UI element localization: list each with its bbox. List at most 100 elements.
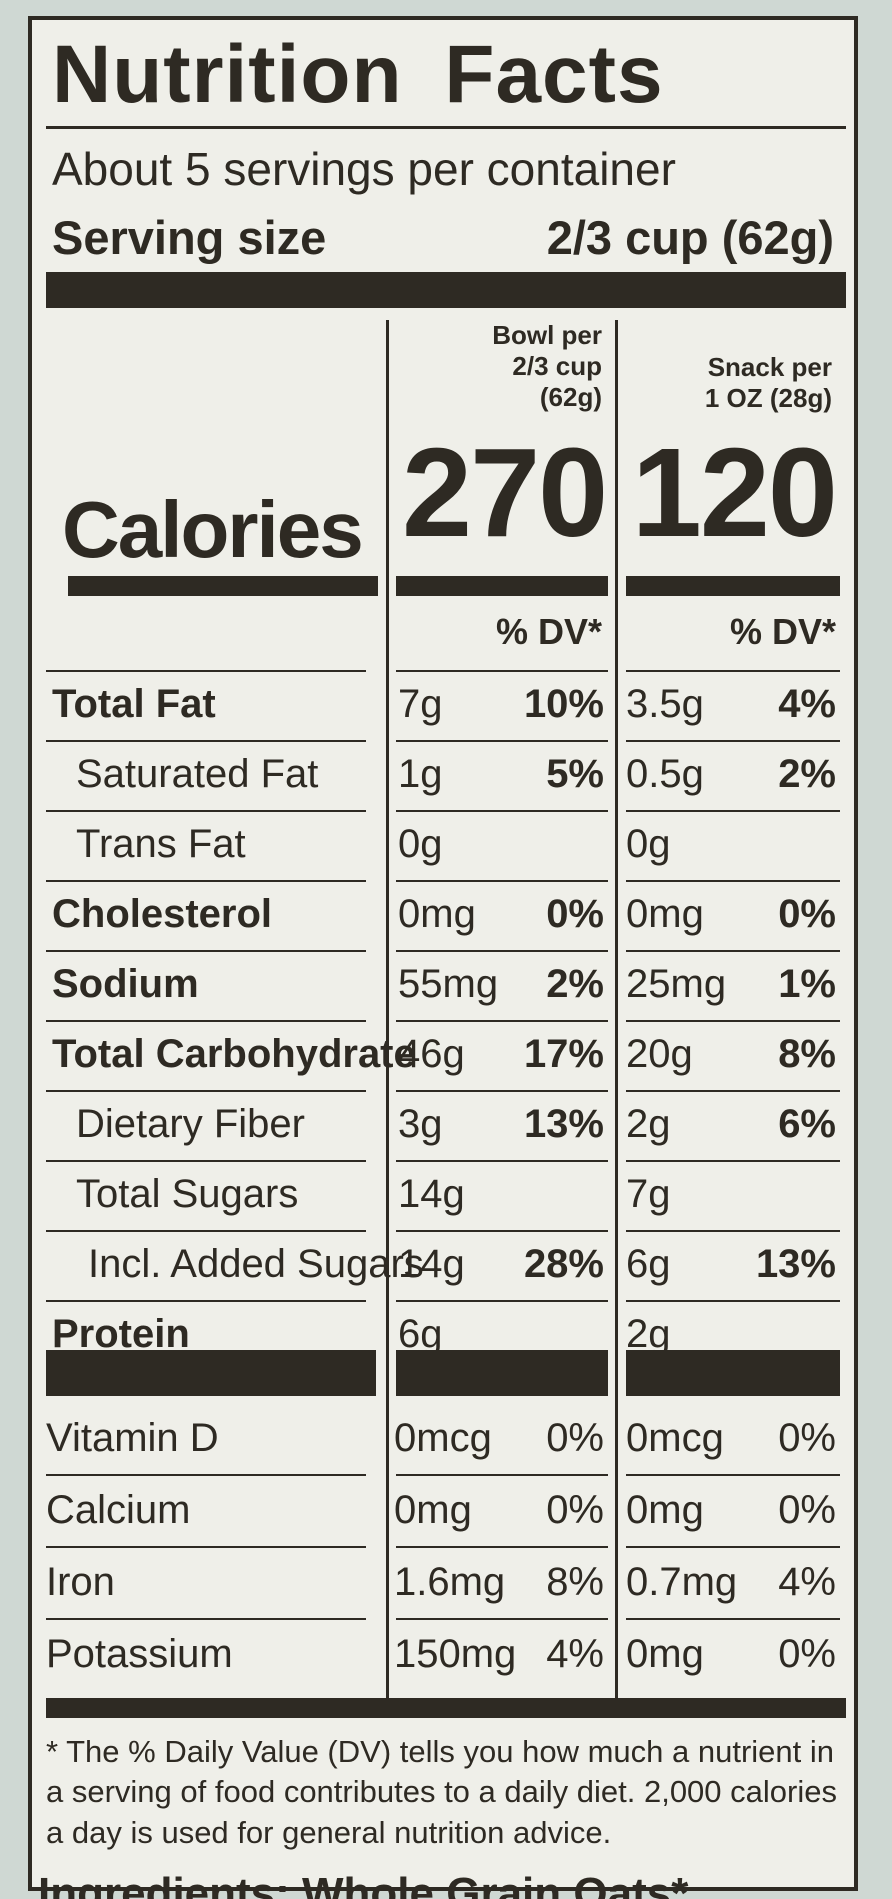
vit-rule-col1 xyxy=(396,1474,608,1476)
col1-amount: 14g xyxy=(398,1242,465,1286)
row-rule-col1 xyxy=(396,740,608,742)
footnote-rule xyxy=(46,1698,846,1718)
row-rule-col1 xyxy=(396,1090,608,1092)
ingredients-peek: Ingredients: Whole Grain Oats* xyxy=(38,1870,689,1899)
col1-percent: 13% xyxy=(523,1102,604,1146)
col1-percent: 0% xyxy=(546,892,604,936)
vitamin-name: Vitamin D xyxy=(46,1416,219,1460)
col1-amount: 0mg xyxy=(398,892,476,936)
col1-percent: 8% xyxy=(546,1560,604,1604)
col1-amount: 0mg xyxy=(394,1488,472,1532)
vit-rule-col1 xyxy=(396,1618,608,1620)
col2-percent: 13% xyxy=(755,1242,836,1286)
vit-rule-name xyxy=(46,1546,366,1548)
col1-head-line2: 2/3 cup xyxy=(512,351,602,382)
col1-amount: 1g xyxy=(398,752,443,796)
col1-percent: 5% xyxy=(546,752,604,796)
nutrient-name: Protein xyxy=(52,1312,190,1356)
col2-dv-header: % DV* xyxy=(729,611,836,652)
title-rule xyxy=(46,126,846,129)
col1-amount: 3g xyxy=(398,1102,443,1146)
vitamin-band-col1 xyxy=(396,1350,608,1396)
col2-percent: 4% xyxy=(778,682,836,726)
row-rule-name xyxy=(46,1160,366,1162)
calories-label: Calories xyxy=(62,485,364,574)
col1-percent: 10% xyxy=(523,682,604,726)
row-rule-col1 xyxy=(396,880,608,882)
nutrition-label: Nutrition Facts About 5 servings per con… xyxy=(28,16,858,1891)
column-divider-1 xyxy=(386,320,389,1700)
vit-rule-col2 xyxy=(626,1546,840,1548)
row-rule-name xyxy=(46,950,366,952)
col2-amount: 0mcg xyxy=(626,1416,724,1460)
col2-amount: 3.5g xyxy=(626,682,704,726)
col2-amount: 0.5g xyxy=(626,752,704,796)
col2-header: Snack per 1 OZ (28g) xyxy=(632,352,832,414)
col2-amount: 7g xyxy=(626,1172,671,1216)
serving-size-label: Serving size xyxy=(52,211,327,264)
row-rule-col2 xyxy=(626,1090,840,1092)
row-rule-name xyxy=(46,1230,366,1232)
row-rule-col2 xyxy=(626,1160,840,1162)
footnote: * The % Daily Value (DV) tells you how m… xyxy=(46,1734,837,1850)
col1-amount: 150mg xyxy=(394,1632,517,1676)
row-rule-col1 xyxy=(396,950,608,952)
nutrient-name: Trans Fat xyxy=(76,822,246,866)
col2-calories: 120 xyxy=(631,422,838,563)
vit-rule-col2 xyxy=(626,1474,840,1476)
col2-amount: 0g xyxy=(626,822,671,866)
row-rule-col1 xyxy=(396,1300,608,1302)
col1-amount: 0mcg xyxy=(394,1416,492,1460)
col2-percent: 1% xyxy=(778,962,836,1006)
nutrient-name: Total Fat xyxy=(52,682,216,726)
col2-percent: 0% xyxy=(778,1632,836,1676)
row-rule-col2 xyxy=(626,880,840,882)
col1-amount: 14g xyxy=(398,1172,465,1216)
col1-percent: 28% xyxy=(523,1242,604,1286)
row-rule-name xyxy=(46,880,366,882)
row-rule-col2 xyxy=(626,1230,840,1232)
col2-head-line2: Snack per xyxy=(707,352,832,382)
vit-rule-name xyxy=(46,1474,366,1476)
row-rule-name xyxy=(46,1300,366,1302)
col2-percent: 0% xyxy=(778,1416,836,1460)
col2-percent: 2% xyxy=(778,752,836,796)
col2-percent: 8% xyxy=(778,1032,836,1076)
col1-amount: 46g xyxy=(398,1032,465,1076)
col1-amount: 55mg xyxy=(398,962,499,1006)
vitamin-name: Calcium xyxy=(46,1488,191,1532)
servings-per-container: About 5 servings per container xyxy=(52,143,676,195)
col2-percent: 4% xyxy=(778,1560,836,1604)
row-rule-col2 xyxy=(626,740,840,742)
ingredients-strip: Ingredients: Whole Grain Oats* xyxy=(28,1870,858,1899)
row-rule-name xyxy=(46,1020,366,1022)
label-title: Nutrition Facts xyxy=(52,29,664,120)
row-rule-col2 xyxy=(626,1300,840,1302)
vitamin-band-name xyxy=(46,1350,376,1396)
nutrient-name: Saturated Fat xyxy=(76,752,319,796)
col1-amount: 1.6mg xyxy=(394,1560,506,1604)
nutrient-name: Dietary Fiber xyxy=(76,1102,305,1146)
thick-rule-top xyxy=(46,272,846,308)
col1-percent: 4% xyxy=(546,1632,604,1676)
row-rule-col2 xyxy=(626,950,840,952)
calories-rule-name xyxy=(68,576,378,596)
col2-amount: 2g xyxy=(626,1312,671,1356)
vit-rule-col2 xyxy=(626,1618,840,1620)
nutrient-name: Cholesterol xyxy=(52,892,273,936)
row-rule-col2 xyxy=(626,810,840,812)
col2-percent: 6% xyxy=(778,1102,836,1146)
row-rule-name xyxy=(46,810,366,812)
col1-percent: 0% xyxy=(546,1416,604,1460)
col1-head-line3: (62g) xyxy=(539,382,602,413)
col1-calories: 270 xyxy=(402,422,608,563)
col1-amount: 7g xyxy=(398,682,443,726)
col2-amount: 20g xyxy=(626,1032,693,1076)
row-rule-name xyxy=(46,740,366,742)
vitamin-name: Iron xyxy=(46,1560,115,1604)
nutrient-name: Total Sugars xyxy=(76,1172,299,1216)
col2-head-line3: 1 OZ (28g) xyxy=(704,383,832,414)
col1-percent: 2% xyxy=(546,962,604,1006)
vitamin-band-col2 xyxy=(626,1350,840,1396)
vit-rule-col1 xyxy=(396,1546,608,1548)
